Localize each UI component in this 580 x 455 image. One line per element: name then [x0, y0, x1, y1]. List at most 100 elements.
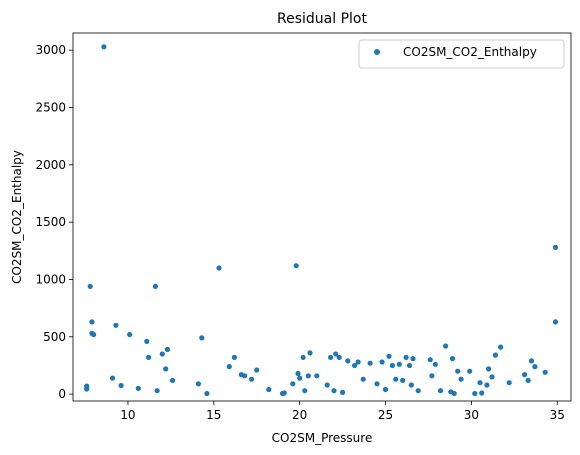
y-tick-label: 1000 — [35, 272, 66, 286]
data-point — [127, 331, 133, 338]
data-point — [118, 382, 124, 389]
data-point — [484, 382, 490, 388]
data-point — [89, 319, 95, 325]
data-point — [331, 388, 337, 394]
data-point — [154, 388, 160, 394]
data-point — [87, 283, 93, 289]
data-point — [525, 377, 531, 383]
data-point — [146, 354, 152, 360]
legend: CO2SM_CO2_Enthalpy — [358, 39, 565, 69]
plot-area — [72, 32, 572, 402]
data-point — [458, 376, 464, 382]
data-point — [408, 382, 414, 388]
data-point — [254, 367, 260, 373]
data-point — [163, 366, 169, 372]
data-point — [506, 380, 512, 386]
x-tick-label: 20 — [292, 408, 307, 422]
data-point — [152, 283, 158, 289]
y-tick-label: 2000 — [35, 158, 66, 172]
data-point — [297, 375, 303, 381]
x-tick-label: 15 — [206, 408, 221, 422]
y-tick-label: 2500 — [35, 101, 66, 115]
data-point — [472, 390, 478, 397]
data-point — [429, 373, 435, 379]
data-point — [477, 380, 483, 386]
data-point — [393, 376, 399, 382]
data-point — [328, 354, 334, 360]
data-point — [345, 358, 351, 364]
data-point — [360, 376, 366, 382]
data-point — [492, 352, 498, 358]
data-point — [449, 356, 456, 362]
data-point — [226, 364, 232, 370]
data-point — [336, 354, 342, 360]
data-point — [352, 362, 358, 369]
data-point — [528, 358, 535, 364]
y-tick-label: 0 — [58, 387, 66, 401]
data-point — [101, 44, 107, 50]
data-point — [427, 357, 433, 363]
data-point — [403, 354, 409, 360]
data-point — [84, 386, 90, 392]
data-point — [340, 389, 346, 395]
data-point — [432, 361, 438, 367]
data-point — [295, 370, 301, 377]
data-point — [216, 265, 222, 271]
y-tick-label: 1500 — [35, 215, 66, 229]
data-point — [382, 386, 389, 393]
data-point — [542, 369, 548, 375]
data-point — [333, 351, 339, 357]
chart-title: Residual Plot — [277, 11, 367, 27]
data-point — [302, 388, 308, 394]
data-point — [305, 373, 311, 379]
data-point — [195, 381, 201, 387]
data-point — [159, 351, 165, 357]
data-point — [489, 374, 495, 380]
data-point — [314, 373, 320, 379]
data-point — [386, 353, 392, 359]
data-point — [374, 381, 380, 387]
data-point — [281, 390, 287, 396]
x-axis-label: CO2SM_Pressure — [272, 431, 373, 445]
data-point — [396, 361, 402, 367]
x-tick-label: 35 — [550, 408, 565, 422]
y-tick-label: 3000 — [35, 43, 66, 57]
scatter-points — [84, 44, 559, 397]
data-point — [170, 377, 176, 383]
data-point — [300, 354, 306, 360]
data-point — [293, 263, 299, 269]
data-point — [389, 362, 395, 369]
data-point — [109, 375, 116, 381]
data-point — [164, 346, 170, 352]
y-axis-label: CO2SM_CO2_Enthalpy — [10, 150, 24, 284]
y-tick-label: 500 — [43, 330, 66, 344]
data-point — [479, 390, 485, 396]
legend-box — [358, 39, 565, 69]
data-point — [400, 377, 406, 383]
data-point — [552, 244, 559, 250]
data-point — [522, 372, 528, 378]
data-point — [532, 364, 538, 370]
data-point — [204, 390, 210, 397]
data-point — [367, 360, 373, 366]
x-tick-label: 25 — [378, 408, 393, 422]
x-tick-label: 10 — [120, 408, 135, 422]
data-point — [451, 390, 457, 397]
data-point — [467, 368, 473, 374]
x-axis-ticks: 10 15 20 25 30 35 — [120, 401, 565, 422]
data-point — [415, 388, 421, 394]
data-point — [379, 359, 385, 365]
data-point — [498, 344, 504, 350]
data-point — [242, 373, 248, 379]
data-point — [407, 362, 413, 369]
data-point — [199, 335, 205, 341]
data-point — [249, 376, 255, 382]
data-point — [486, 366, 492, 372]
data-point — [135, 385, 141, 391]
data-point — [324, 382, 330, 388]
data-point — [266, 386, 272, 393]
data-point — [307, 350, 313, 356]
data-point — [144, 338, 150, 344]
legend-marker — [374, 49, 380, 55]
